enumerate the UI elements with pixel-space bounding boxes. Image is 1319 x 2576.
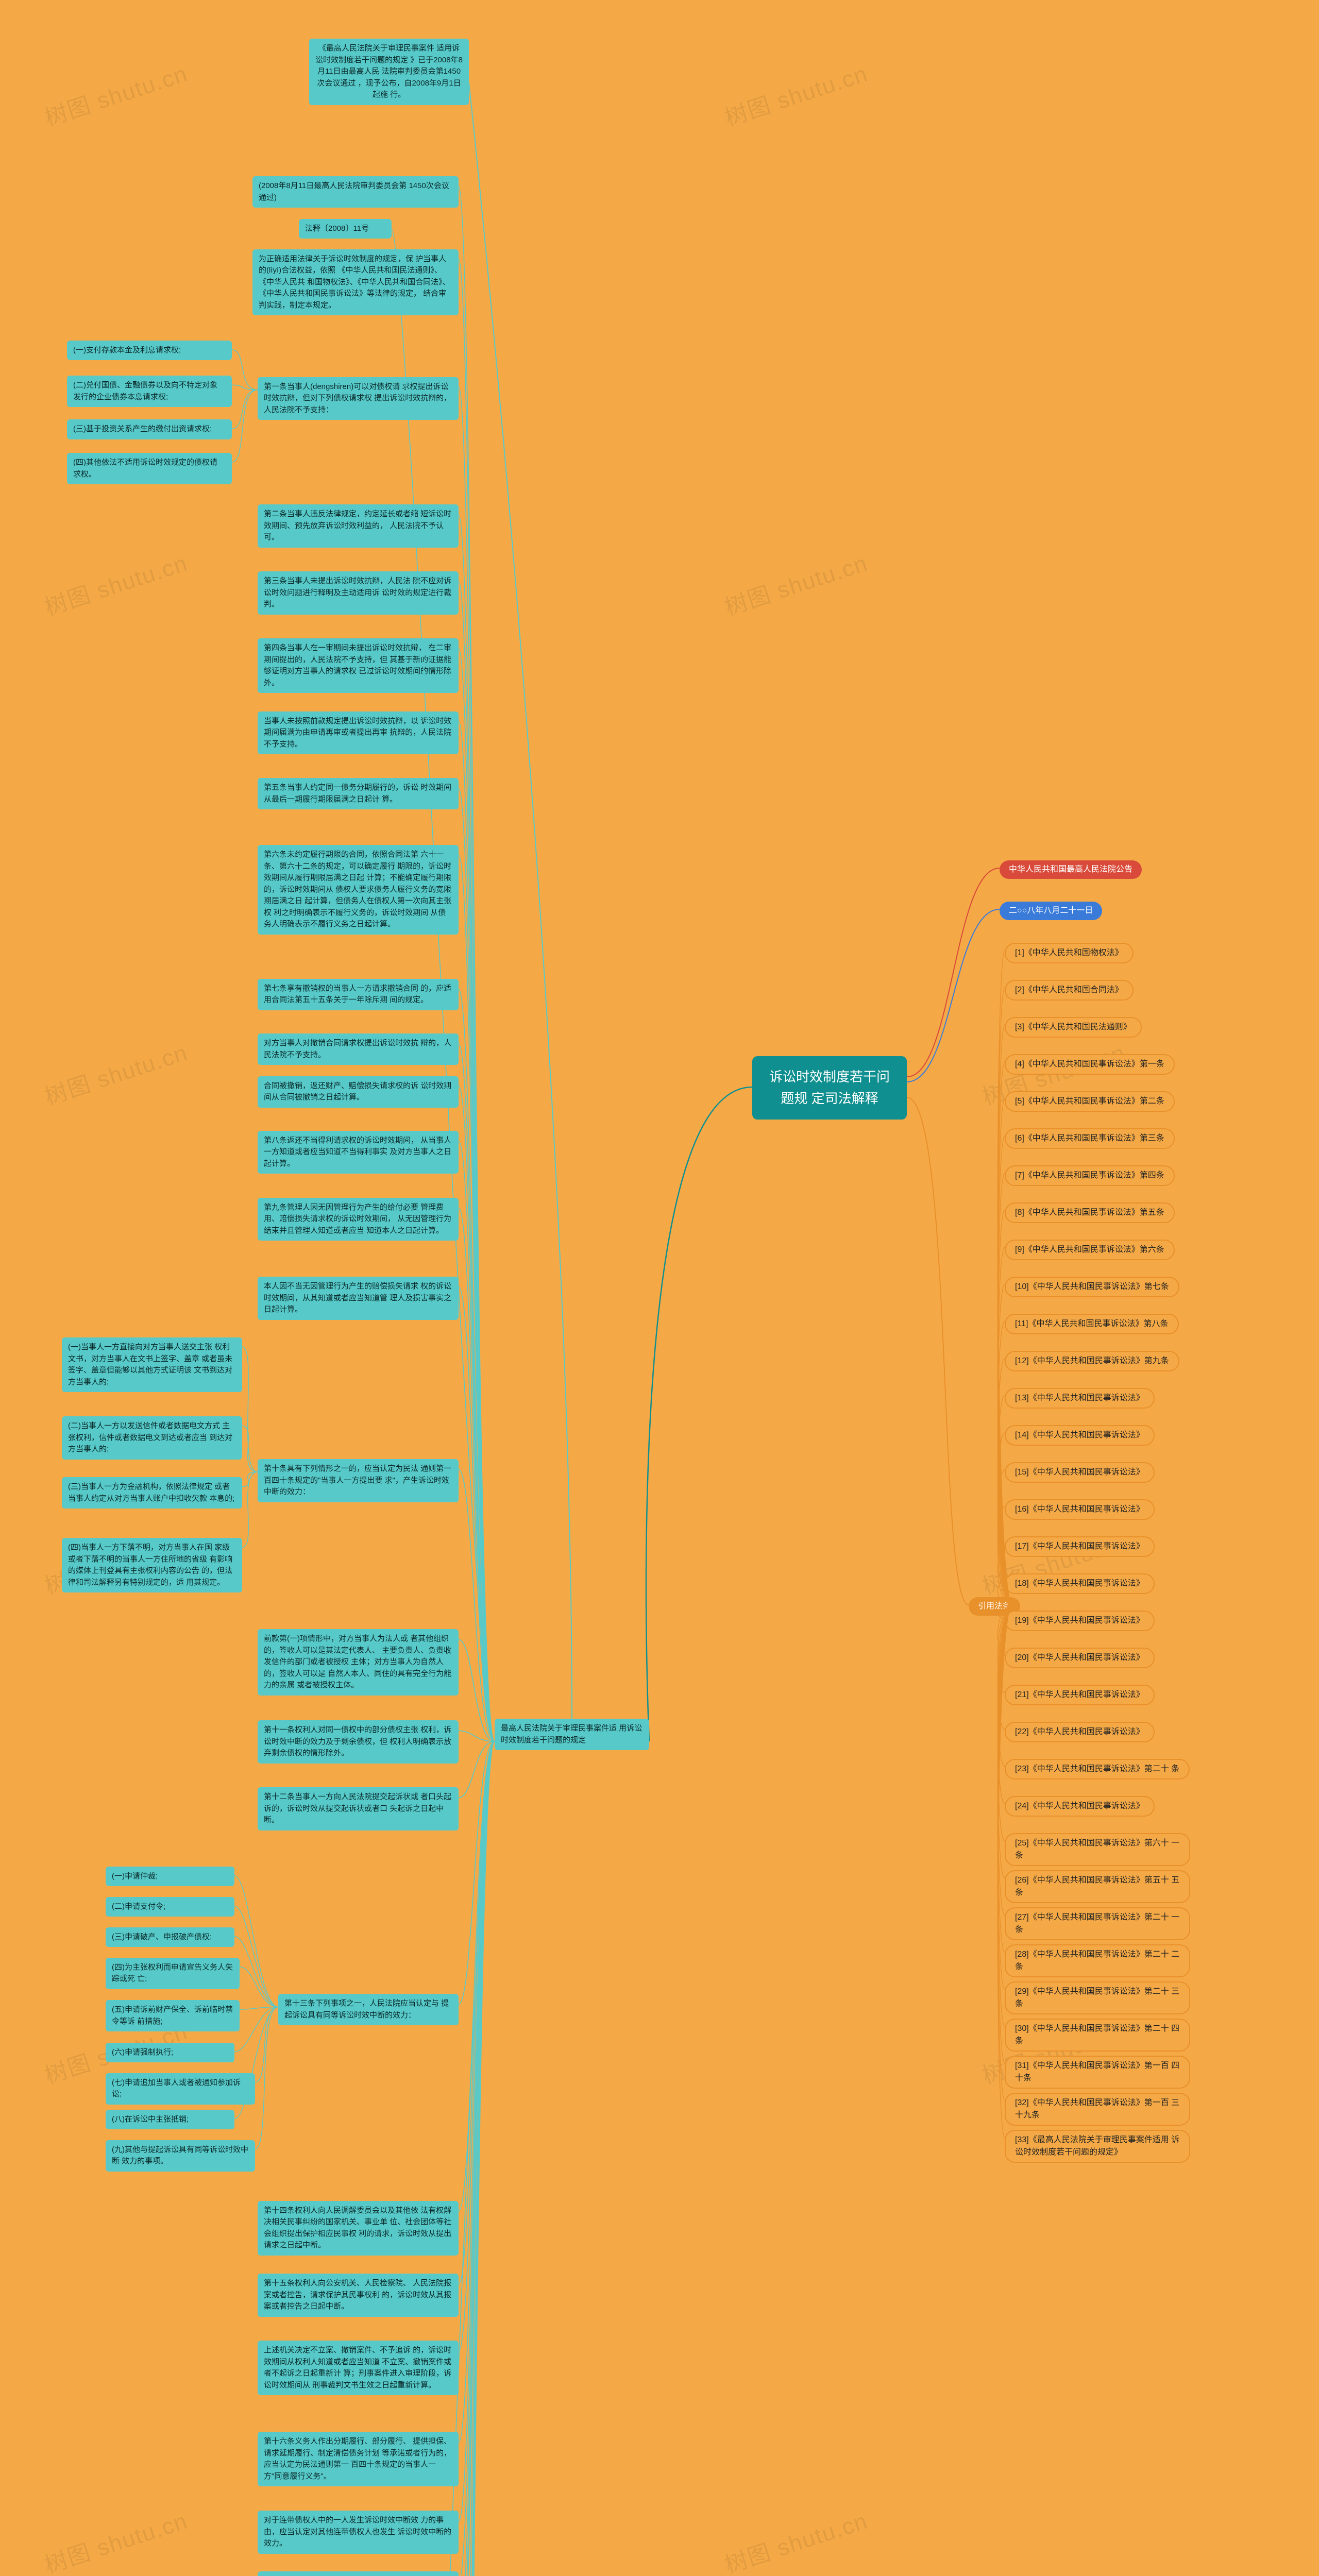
left-node-n16a: (一)申请仲裁; [106, 1867, 234, 1887]
law-ref-13: [13]《中华人民共和国民事诉讼法》 [1005, 1388, 1155, 1409]
left-node-n7b: 当事人未按照前款规定提出诉讼时效抗辩，以 诉讼时效期间届满为由申请再审或者提出再… [258, 711, 459, 755]
watermark: 树图 shutu.cn [720, 55, 871, 132]
law-ref-3: [3]《中华人民共和国民法通则》 [1005, 1017, 1142, 1038]
left-node-n20b: 第十七条对于连带债务人中的一人发生诉讼时效 中断效力的事由，应当认定对其他连带债… [258, 2571, 459, 2576]
left-node-n1: (2008年8月11日最高人民法院审判委员会第 1450次会议通过) [252, 176, 459, 208]
left-node-n13: 第十条具有下列情形之一的，应当认定为民法 通则第一百四十条规定的"当事人一方提出… [258, 1459, 459, 1502]
law-ref-9: [9]《中华人民共和国民事诉讼法》第六条 [1005, 1240, 1175, 1260]
law-ref-23: [23]《中华人民共和国民事诉讼法》第二十 条 [1005, 1759, 1190, 1780]
law-ref-22: [22]《中华人民共和国民事诉讼法》 [1005, 1722, 1155, 1742]
left-node-n15: 第十二条当事人一方向人民法院提交起诉状或 者口头起诉的，诉讼时效从提交起诉状或者… [258, 1787, 459, 1831]
left-node-n14: 第十一条权利人对同一债权中的部分债权主张 权利，诉讼时效中断的效力及于剩余债权，… [258, 1720, 459, 1764]
left-node-n4b: (二)兑付国债、金融债券以及向不特定对象 发行的企业债券本息请求权; [67, 376, 232, 407]
left-node-n8: 第五条当事人约定同一债务分期履行的，诉讼 时效期间从最后一期履行期限届满之日起计… [258, 778, 459, 809]
left-node-n16i: (九)其他与提起诉讼具有同等诉讼时效中断 效力的事项。 [106, 2140, 255, 2172]
watermark: 树图 shutu.cn [40, 1034, 191, 1111]
intro-node: 《最高人民法院关于审理民事案件 适用诉讼时效制度若干问题的规定 》已于2008年… [309, 39, 469, 105]
left-node-n4a: (一)支付存款本金及利息请求权; [67, 341, 232, 361]
law-ref-24: [24]《中华人民共和国民事诉讼法》 [1005, 1796, 1155, 1817]
law-ref-15: [15]《中华人民共和国民事诉讼法》 [1005, 1462, 1155, 1483]
left-node-n13e: 前款第(一)项情形中，对方当事人为法人或 者其他组织的，签收人可以是其法定代表人… [258, 1629, 459, 1696]
law-ref-14: [14]《中华人民共和国民事诉讼法》 [1005, 1425, 1155, 1446]
law-ref-28: [28]《中华人民共和国民事诉讼法》第二十 二条 [1005, 1944, 1190, 1977]
left-node-n17: 第十四条权利人向人民调解委员会以及其他依 法有权解决相关民事纠纷的国家机关、事业… [258, 2201, 459, 2256]
law-ref-20: [20]《中华人民共和国民事诉讼法》 [1005, 1648, 1155, 1668]
law-ref-31: [31]《中华人民共和国民事诉讼法》第一百 四十条 [1005, 2056, 1190, 2089]
left-node-n13a: (一)当事人一方直接向对方当事人送交主张 权利文书，对方当事人在文书上签字、盖章… [62, 1337, 242, 1392]
left-node-n16h: (八)在诉讼中主张抵销; [106, 2110, 234, 2130]
law-ref-7: [7]《中华人民共和国民事诉讼法》第四条 [1005, 1165, 1175, 1186]
law-ref-17: [17]《中华人民共和国民事诉讼法》 [1005, 1536, 1155, 1557]
left-node-n16b: (二)申请支付令; [106, 1897, 234, 1917]
watermark: 树图 shutu.cn [720, 545, 871, 622]
left-node-n12: 第九条管理人因无因管理行为产生的给付必要 管理费用、赔偿损失请求权的诉讼时效期间… [258, 1198, 459, 1241]
law-ref-18: [18]《中华人民共和国民事诉讼法》 [1005, 1573, 1155, 1594]
left-node-n13c: (三)当事人一方为金融机构，依照法律规定 或者当事人约定从对方当事人账户中扣收欠… [62, 1477, 242, 1509]
law-ref-33: [33]《最高人民法院关于审理民事案件适用 诉讼时效制度若干问题的规定》 [1005, 2130, 1190, 2163]
law-ref-25: [25]《中华人民共和国民事诉讼法》第六十 一条 [1005, 1833, 1190, 1866]
left-node-n3: 为正确适用法律关于诉讼时效制度的规定，保 护当事人的(lìyì)合法权益，依照 … [252, 249, 459, 316]
root-node: 诉讼时效制度若干问题规 定司法解释 [752, 1056, 907, 1120]
left-node-n10c: 合同被撤销，返还财产、赔偿损失请求权的诉 讼时效期间从合同被撤销之日起计算。 [258, 1076, 459, 1108]
left-node-n13b: (二)当事人一方以发送信件或者数据电文方式 主张权利，信件或者数据电文到达或者应… [62, 1416, 242, 1460]
left-node-n4d: (四)其他依法不适用诉讼时效规定的债权请 求权。 [67, 453, 232, 484]
left-node-n4c: (三)基于投资关系产生的缴付出资请求权; [67, 419, 232, 439]
left-node-n4: 第一条当事人(dengshiren)可以对债权请 求权提出诉讼时效抗辩，但对下列… [258, 377, 459, 420]
watermark: 树图 shutu.cn [40, 545, 191, 622]
left-node-n16f: (六)申请强制执行; [106, 2043, 234, 2063]
left-node-n10: 第七条享有撤销权的当事人一方请求撤销合同 的，应适用合同法第五十五条关于一年除斥… [258, 979, 459, 1010]
law-ref-21: [21]《中华人民共和国民事诉讼法》 [1005, 1685, 1155, 1705]
left-node-n10b: 对方当事人对撤销合同请求权提出诉讼时效抗 辩的，人民法院不予支持。 [258, 1033, 459, 1065]
left-node-n18: 第十五条权利人向公安机关、人民检察院、 人民法院报案或者控告，请求保护其民事权利… [258, 2274, 459, 2317]
law-ref-16: [16]《中华人民共和国民事诉讼法》 [1005, 1499, 1155, 1520]
law-ref-32: [32]《中华人民共和国民事诉讼法》第一百 三十九条 [1005, 2093, 1190, 2126]
law-ref-29: [29]《中华人民共和国民事诉讼法》第二十 三条 [1005, 1981, 1190, 2014]
law-ref-26: [26]《中华人民共和国民事诉讼法》第五十 五条 [1005, 1870, 1190, 1903]
left-node-n16g: (七)申请追加当事人或者被通知参加诉讼; [106, 2073, 255, 2105]
left-node-n2: 法释〔2008〕11号 [299, 219, 392, 239]
law-ref-1: [1]《中华人民共和国物权法》 [1005, 943, 1134, 963]
law-ref-27: [27]《中华人民共和国民事诉讼法》第二十 一条 [1005, 1907, 1190, 1940]
law-ref-10: [10]《中华人民共和国民事诉讼法》第七条 [1005, 1277, 1179, 1297]
law-ref-2: [2]《中华人民共和国合同法》 [1005, 980, 1134, 1001]
law-ref-12: [12]《中华人民共和国民事诉讼法》第九条 [1005, 1351, 1179, 1371]
left-node-n5: 第二条当事人违反法律规定，约定延长或者缩 短诉讼时效期间、预先放弃诉讼时效利益的… [258, 504, 459, 548]
left-node-n9: 第六条未约定履行期限的合同，依照合同法第 六十一条、第六十二条的规定，可以确定履… [258, 845, 459, 935]
left-node-n11: 第八条返还不当得利请求权的诉讼时效期间， 从当事人一方知道或者应当知道不当得利事… [258, 1131, 459, 1174]
law-ref-11: [11]《中华人民共和国民事诉讼法》第八条 [1005, 1314, 1179, 1334]
left-node-n16c: (三)申请破产、申报破产债权; [106, 1927, 234, 1947]
left-node-n6: 第三条当事人未提出诉讼时效抗辩，人民法 院不应对诉讼时效问题进行释明及主动适用诉… [258, 571, 459, 615]
watermark: 树图 shutu.cn [40, 55, 191, 132]
left-node-n13d: (四)当事人一方下落不明，对方当事人在国 家级或者下落不明的当事人一方住所地的省… [62, 1538, 242, 1592]
left-node-n16d: (四)为主张权利而申请宣告义务人失踪或死 亡; [106, 1958, 240, 1989]
left-node-n18b: 上述机关决定不立案、撤销案件、不予追诉 的，诉讼时效期间从权利人知道或者应当知道… [258, 2341, 459, 2395]
law-ref-6: [6]《中华人民共和国民事诉讼法》第三条 [1005, 1128, 1175, 1149]
left-node-n19: 第十六条义务人作出分期履行、部分履行、 提供担保、请求延期履行、制定清偿债务计划… [258, 2432, 459, 2486]
watermark: 树图 shutu.cn [720, 2502, 871, 2576]
law-ref-5: [5]《中华人民共和国民事诉讼法》第二条 [1005, 1091, 1175, 1112]
left-node-n16e: (五)申请诉前财产保全、诉前临时禁令等诉 前措施; [106, 2000, 240, 2031]
right-date: 二○○八年八月二十一日 [1000, 902, 1102, 920]
left-node-n7: 第四条当事人在一审期间未提出诉讼时效抗辩， 在二审期间提出的，人民法院不予支持，… [258, 638, 459, 693]
left-node-n12b: 本人因不当无因管理行为产生的赔偿损失请求 权的诉讼时效期间，从其知道或者应当知道… [258, 1277, 459, 1320]
law-ref-4: [4]《中华人民共和国民事诉讼法》第一条 [1005, 1054, 1175, 1075]
left-node-n20: 对于连带债权人中的一人发生诉讼时效中断效 力的事由，应当认定对其他连带债权人也发… [258, 2511, 459, 2554]
law-ref-8: [8]《中华人民共和国民事诉讼法》第五条 [1005, 1202, 1175, 1223]
left-node-n16: 第十三条下列事项之一，人民法院应当认定与 提起诉讼具有同等诉讼时效中断的效力： [278, 1994, 459, 2025]
left-main-node: 最高人民法院关于审理民事案件适 用诉讼时效制度若干问题的规定 [495, 1719, 649, 1750]
law-ref-30: [30]《中华人民共和国民事诉讼法》第二十 四条 [1005, 2019, 1190, 2052]
right-announcement: 中华人民共和国最高人民法院公告 [1000, 860, 1142, 879]
law-ref-19: [19]《中华人民共和国民事诉讼法》 [1005, 1611, 1155, 1631]
watermark: 树图 shutu.cn [40, 2502, 191, 2576]
